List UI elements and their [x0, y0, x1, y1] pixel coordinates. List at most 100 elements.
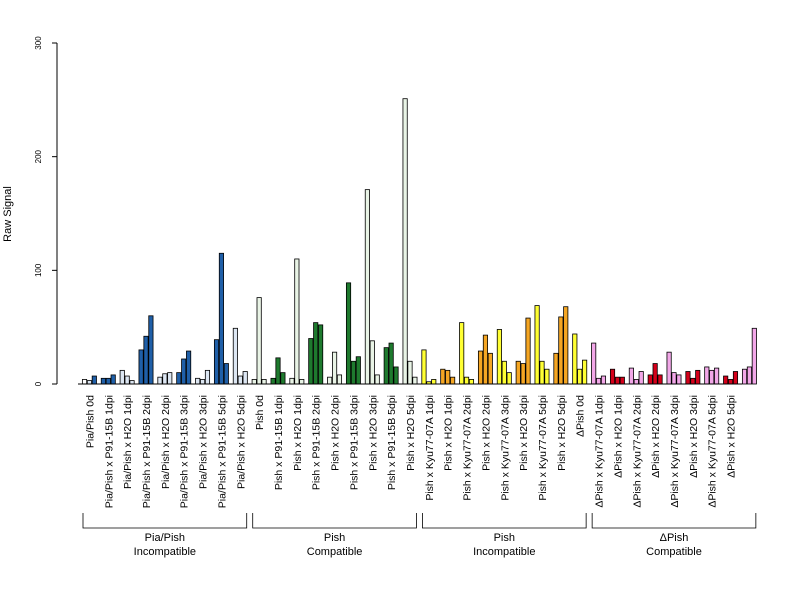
x-tick-label: Pia/Pish x P91-15B 1dpi [103, 395, 115, 508]
group-bracket [591, 513, 757, 529]
group-label: ΔPish [660, 532, 689, 544]
bar [657, 374, 663, 385]
bar [746, 366, 752, 385]
bar [515, 360, 521, 385]
bar [280, 372, 286, 385]
bar [251, 379, 257, 385]
x-tick-label: Pia/Pish 0d [84, 395, 96, 448]
bar [609, 368, 616, 385]
bar [124, 375, 130, 385]
y-axis-label: Raw Signal [2, 186, 14, 242]
bar [525, 317, 531, 385]
bar [119, 369, 125, 385]
bar [81, 379, 88, 385]
group-sublabel: Compatible [646, 546, 702, 558]
bar [558, 316, 564, 385]
bar [563, 306, 569, 385]
bar [723, 375, 729, 385]
y-tick-label: 100 [34, 263, 43, 277]
x-tick-label: Pish x H2O 2dpi [480, 395, 492, 471]
bar [591, 342, 597, 385]
x-tick-label: Pia/Pish x H2O 2dpi [160, 395, 172, 489]
bar [421, 349, 427, 385]
bar [369, 340, 375, 385]
bar [671, 372, 677, 385]
bar [647, 374, 653, 385]
bar [256, 297, 262, 385]
bar [289, 377, 295, 385]
bar [544, 368, 550, 385]
bar [468, 379, 475, 385]
bar [445, 369, 451, 385]
bar [751, 327, 757, 385]
bar [318, 324, 324, 385]
bar [138, 349, 144, 385]
x-tick-label: Pia/Pish x H2O 5dpi [235, 395, 247, 489]
bar [261, 379, 267, 385]
bar [204, 369, 211, 385]
group-label: Pia/Pish [145, 532, 185, 544]
bar [218, 252, 224, 385]
bar [237, 375, 243, 385]
group-sublabel: Incompatible [473, 546, 535, 558]
bar [186, 350, 192, 385]
bar [308, 338, 314, 385]
x-tick-label: Pish x Kyu77-07A 3dpi [499, 395, 511, 501]
bar [313, 322, 319, 385]
bar [195, 377, 201, 385]
bar [407, 360, 413, 385]
x-tick-label: Pia/Pish x H2O 3dpi [198, 395, 210, 489]
x-tick-label: Pish x P91-15B 1dpi [273, 395, 285, 490]
bar [431, 379, 437, 385]
bar [440, 368, 446, 385]
bar [143, 335, 149, 385]
x-tick-label: Pish x H2O 1dpi [443, 395, 455, 471]
x-tick-label: ΔPish x Kyu77-07A 5dpi [707, 395, 719, 508]
bar [364, 189, 370, 385]
bar [728, 379, 734, 385]
bar [459, 322, 465, 385]
x-tick-label: Pish 0d [254, 395, 266, 430]
x-tick-label: Pia/Pish x P91-15B 2dpi [141, 395, 153, 508]
y-tick-label: 300 [34, 36, 43, 50]
bar [383, 347, 389, 385]
x-tick-label: Pish x P91-15B 3dpi [348, 395, 360, 490]
bar [388, 342, 394, 385]
bar [534, 305, 540, 385]
x-tick-label: Pish x H2O 5dpi [556, 395, 568, 471]
bar [685, 371, 691, 385]
bar [501, 360, 507, 385]
bar [704, 366, 710, 385]
bar [450, 376, 456, 385]
x-tick-label: Pia/Pish x P91-15B 3dpi [179, 395, 191, 508]
bar [223, 363, 229, 385]
bar [275, 357, 281, 385]
bar [176, 372, 182, 385]
group-bracket [422, 513, 587, 529]
bar [600, 375, 607, 385]
x-tick-label: ΔPish x Kyu77-07A 3dpi [669, 395, 681, 508]
bar [213, 339, 220, 385]
bar [464, 376, 470, 385]
bar [374, 374, 380, 385]
bar [496, 329, 502, 385]
bar [666, 351, 672, 385]
bar [157, 376, 163, 385]
y-tick-label: 200 [34, 149, 43, 163]
bar [714, 367, 720, 385]
bar [148, 315, 154, 385]
bar [91, 375, 97, 385]
x-tick-label: ΔPish 0d [575, 395, 587, 437]
bar [695, 369, 701, 385]
group-sublabel: Incompatible [134, 546, 196, 558]
bar [482, 334, 488, 385]
x-tick-label: Pish x Kyu77-07A 5dpi [537, 395, 549, 501]
bar [299, 379, 305, 385]
bar [709, 369, 715, 385]
y-axis: 0 100 200 300 [34, 36, 58, 386]
bar [619, 376, 625, 385]
x-tick-label: Pish x H2O 5dpi [405, 395, 417, 471]
bar [270, 377, 276, 385]
x-tick-label: ΔPish x H2O 5dpi [726, 395, 738, 478]
